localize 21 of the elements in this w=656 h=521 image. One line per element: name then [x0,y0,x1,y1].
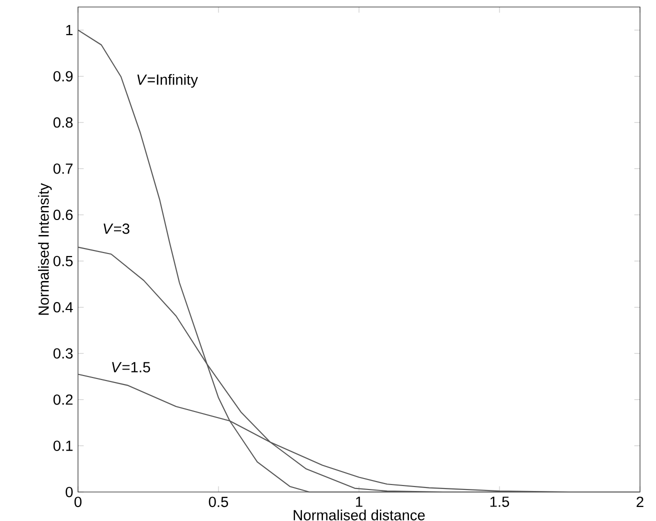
y-tick-label: 0.2 [53,394,73,405]
annotation: V=Infinity [137,74,198,88]
x-tick-label: 0.5 [208,496,228,508]
annotation: V=1.5 [112,362,150,372]
x-tick-label: 0 [74,496,82,508]
y-tick-label: 0.7 [53,163,73,174]
y-tick-label: 0.8 [53,117,73,128]
y-axis-title: Normalised Intensity [38,183,52,315]
x-tick-label: 2 [636,496,644,507]
x-tick-label: 1 [356,496,362,507]
y-tick-label: 1 [66,25,73,36]
y-tick-label: 0.5 [53,256,73,266]
y-tick-label: 0.9 [53,71,73,82]
y-tick-label: 0.6 [53,210,73,220]
y-tick-label: 0 [66,486,73,498]
y-tick-label: 0.4 [53,302,73,312]
x-tick-label: 1.5 [490,496,510,507]
y-tick-label: 0.1 [53,440,73,452]
x-axis-title: Normalised distance [294,510,425,520]
y-tick-label: 0.3 [53,348,73,359]
annotation: V=3 [104,224,130,234]
